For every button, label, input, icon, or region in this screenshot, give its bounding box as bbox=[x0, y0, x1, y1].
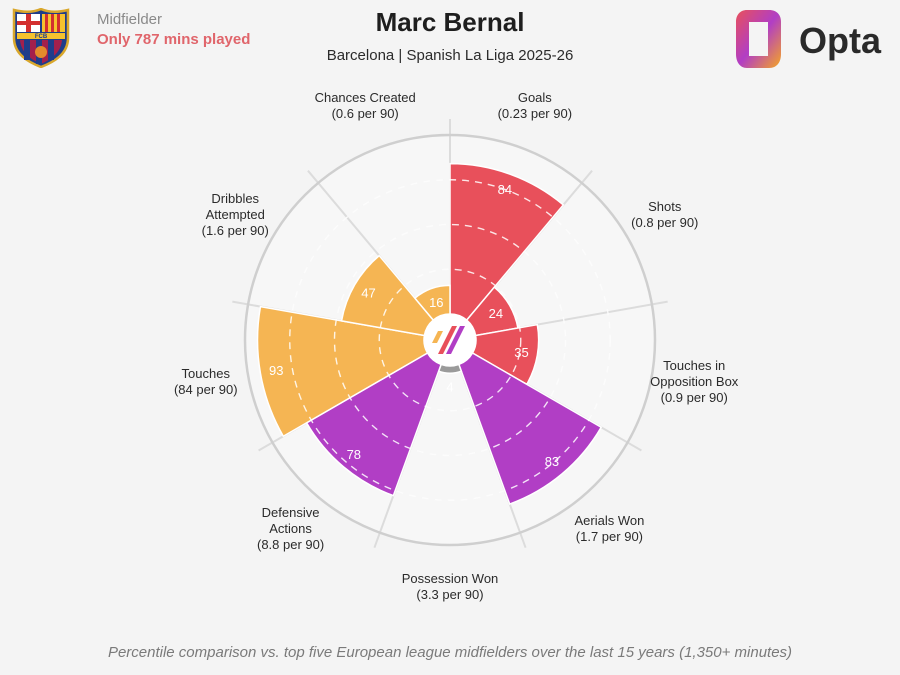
metric-label-chances-created: Chances Created (0.6 per 90) bbox=[315, 90, 416, 121]
player-position: Midfielder bbox=[97, 11, 163, 28]
value-label: 84 bbox=[498, 182, 512, 197]
grid-ring-75 bbox=[289, 179, 611, 501]
value-label: 83 bbox=[545, 454, 559, 469]
metric-label-touches-in-opposition-box: Touches in Opposition Box (0.9 per 90) bbox=[650, 358, 739, 405]
center-logo-icon bbox=[424, 314, 476, 366]
value-label: 4 bbox=[446, 380, 453, 395]
metric-label-dribbles-attempted: Dribbles Attempted (1.6 per 90) bbox=[202, 191, 269, 238]
page-subtitle: Barcelona | Spanish La Liga 2025-26 bbox=[326, 47, 574, 64]
metric-label-shots: Shots (0.8 per 90) bbox=[631, 199, 698, 230]
page-title: Marc Bernal bbox=[375, 7, 525, 37]
value-label: 35 bbox=[514, 345, 528, 360]
metric-label-aerials-won: Aerials Won (1.7 per 90) bbox=[574, 513, 644, 544]
grid-ring-50 bbox=[333, 223, 567, 457]
grid-ring-25 bbox=[378, 268, 522, 412]
minutes-played-note: Only 787 mins played bbox=[97, 31, 251, 48]
value-label: 16 bbox=[429, 295, 443, 310]
club-crest-logo: FCB bbox=[12, 8, 70, 68]
svg-text:FCB: FCB bbox=[35, 34, 48, 40]
footnote: Percentile comparison vs. top five Europ… bbox=[107, 644, 793, 661]
svg-text:Opta: Opta bbox=[799, 20, 882, 61]
value-label: 24 bbox=[489, 306, 503, 321]
metric-label-goals: Goals (0.23 per 90) bbox=[498, 90, 572, 121]
metric-label-possession-won: Possession Won (3.3 per 90) bbox=[402, 571, 499, 602]
value-label: 93 bbox=[269, 363, 283, 378]
value-label: 78 bbox=[347, 447, 361, 462]
metric-label-touches: Touches (84 per 90) bbox=[174, 366, 238, 397]
value-label: 47 bbox=[361, 285, 375, 300]
opta-logo: Opta bbox=[736, 10, 882, 68]
outer-ring bbox=[243, 133, 657, 547]
metric-label-defensive-actions: Defensive Actions (8.8 per 90) bbox=[257, 505, 324, 552]
